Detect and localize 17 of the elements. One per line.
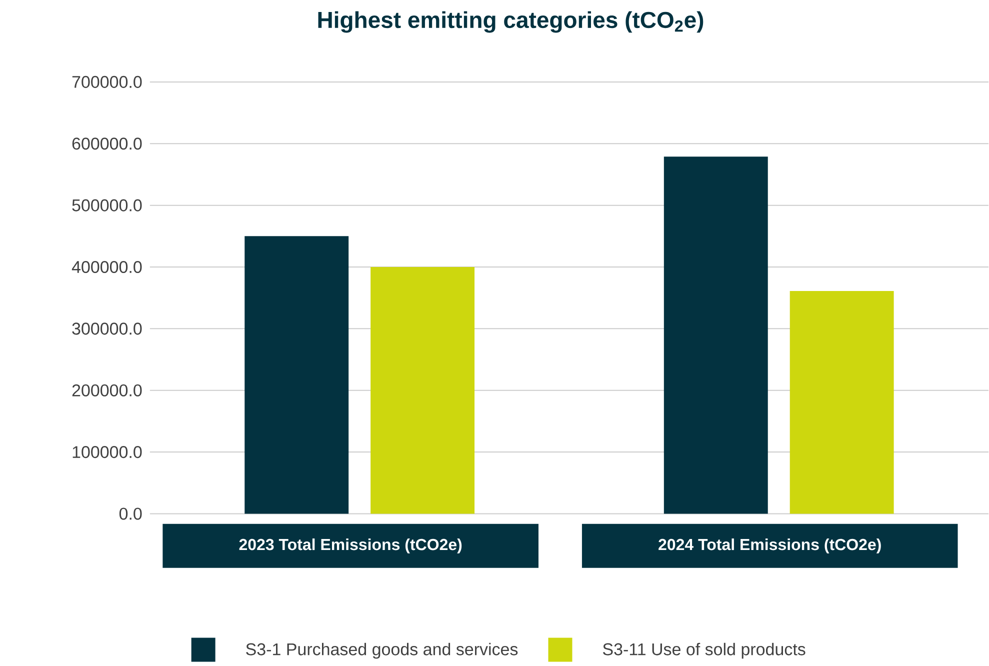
legend-label: S3-1 Purchased goods and services bbox=[246, 643, 518, 659]
chart-title: Highest emitting categories (tCO$_{2}$e) bbox=[318, 11, 704, 33]
x-tick-label: 2024 Total Emissions (tCO2e) bbox=[658, 538, 881, 554]
y-tick-label: 400000.0 bbox=[72, 261, 142, 274]
bar bbox=[790, 291, 894, 514]
y-tick-label: 0.0 bbox=[119, 508, 142, 520]
legend-label: S3-11 Use of sold products bbox=[602, 643, 806, 659]
y-tick-label: 600000.0 bbox=[72, 138, 142, 150]
bar bbox=[664, 156, 768, 514]
y-tick-label: 200000.0 bbox=[72, 384, 142, 397]
y-tick-label: 100000.0 bbox=[72, 446, 142, 458]
y-tick-label: 700000.0 bbox=[72, 76, 142, 88]
y-tick-label: 300000.0 bbox=[72, 322, 142, 335]
y-tick-label: 500000.0 bbox=[72, 199, 142, 212]
bar bbox=[370, 267, 475, 514]
x-tick-label: 2023 Total Emissions (tCO2e) bbox=[239, 538, 462, 554]
bar bbox=[244, 236, 349, 514]
